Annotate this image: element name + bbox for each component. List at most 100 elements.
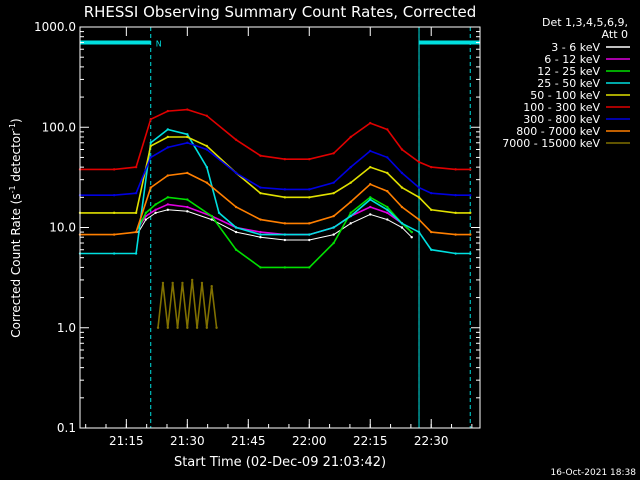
series-point-0-15 xyxy=(410,236,413,239)
legend-label-3: 25 - 50 keV xyxy=(537,77,600,90)
series-point-0-7 xyxy=(259,236,262,239)
series-point-6-1 xyxy=(112,193,116,197)
chart-title: RHESSI Observing Summary Count Rates, Co… xyxy=(84,3,477,21)
series-point-4-11 xyxy=(332,191,335,195)
series-point-4-10 xyxy=(308,196,311,199)
series-point-7-14 xyxy=(386,190,389,193)
series-point-2-6 xyxy=(234,248,238,251)
series-line-1 xyxy=(137,203,413,236)
series-point-5-17 xyxy=(430,165,433,169)
series-8 xyxy=(156,278,218,329)
series-point-7-15 xyxy=(400,205,404,209)
series-point-6-19 xyxy=(469,193,472,197)
series-point-7-8 xyxy=(259,218,262,221)
series-point-5-2 xyxy=(134,165,138,169)
series-point-2-8 xyxy=(283,266,287,269)
series-point-6-5 xyxy=(186,141,189,144)
series-point-3-18 xyxy=(430,248,433,251)
series-point-7-6 xyxy=(205,181,209,184)
legend-label-7: 800 - 7000 keV xyxy=(516,125,600,138)
timestamp: 16-Oct-2021 18:38 xyxy=(551,468,637,478)
series-point-1-2 xyxy=(154,208,157,212)
series-point-5-10 xyxy=(308,158,311,161)
series-point-4-3 xyxy=(149,144,152,148)
series-point-6-6 xyxy=(205,148,209,151)
legend-label-0: 3 - 6 keV xyxy=(551,41,600,54)
series-point-7-2 xyxy=(134,230,138,234)
series-point-8-5 xyxy=(181,281,184,285)
series-point-4-15 xyxy=(400,186,404,189)
series-point-0-6 xyxy=(234,230,238,234)
series-point-5-14 xyxy=(386,128,389,131)
series-point-3-17 xyxy=(417,230,421,234)
y-axis-label-mid: detector xyxy=(9,131,23,186)
series-point-0-8 xyxy=(283,238,287,242)
series-point-6-16 xyxy=(417,186,421,189)
series-point-6-18 xyxy=(454,193,457,197)
series-point-0-1 xyxy=(144,218,148,221)
series-point-8-7 xyxy=(190,278,194,282)
series-point-2-10 xyxy=(332,241,335,245)
series-point-4-14 xyxy=(386,171,389,175)
series-point-4-5 xyxy=(186,135,189,139)
series-point-2-12 xyxy=(369,196,372,199)
series-point-8-11 xyxy=(210,284,213,288)
series-point-5-8 xyxy=(259,154,262,157)
series-point-4-6 xyxy=(205,144,209,148)
series-point-1-7 xyxy=(259,230,262,234)
series-point-3-13 xyxy=(349,214,352,218)
series-point-5-7 xyxy=(234,138,238,141)
series-point-8-8 xyxy=(195,326,199,329)
series-point-0-10 xyxy=(332,233,335,236)
series-6 xyxy=(78,141,472,197)
series-point-3-6 xyxy=(205,165,209,169)
series-line-4 xyxy=(80,136,471,214)
x-axis-label: Start Time (02-Dec-09 21:03:42) xyxy=(174,455,386,470)
series-point-3-3 xyxy=(149,141,152,144)
series-point-5-5 xyxy=(186,108,189,111)
series-point-3-19 xyxy=(454,252,457,255)
series-point-8-12 xyxy=(215,326,218,329)
series-point-3-14 xyxy=(369,198,372,201)
series-point-6-3 xyxy=(149,156,152,159)
series-point-8-10 xyxy=(205,326,209,329)
series-point-4-17 xyxy=(430,208,433,212)
series-point-6-7 xyxy=(234,171,238,175)
series-point-2-13 xyxy=(386,205,389,209)
series-point-5-4 xyxy=(166,109,170,113)
series-point-5-6 xyxy=(205,114,209,118)
y-tick-label-3: 100.0 xyxy=(42,120,76,134)
series-point-5-15 xyxy=(400,148,404,151)
series-point-4-16 xyxy=(417,196,421,199)
series-point-5-16 xyxy=(417,160,421,164)
legend-label-5: 100 - 300 keV xyxy=(523,101,600,114)
series-point-2-4 xyxy=(186,198,189,201)
legend-label-1: 6 - 12 keV xyxy=(544,53,600,66)
axes: 0.1 1.0 10.0 100.0 1000.0 21:15 21:30 21:45 22:0… xyxy=(34,20,481,448)
series-point-5-19 xyxy=(469,168,472,171)
series-point-2-5 xyxy=(210,214,213,218)
series-point-3-8 xyxy=(234,226,238,229)
series-point-5-11 xyxy=(332,152,335,155)
series-3 xyxy=(78,128,472,255)
series-point-0-2 xyxy=(154,211,157,215)
y-axis-label-sup2: -1 xyxy=(8,123,17,131)
series-point-5-12 xyxy=(349,135,352,139)
y-axis-label-end: ) xyxy=(9,118,23,123)
series-point-7-16 xyxy=(417,218,421,221)
x-tick-label-5: 22:30 xyxy=(414,434,449,448)
series-point-7-1 xyxy=(112,233,116,236)
series-point-8-9 xyxy=(200,281,204,285)
series-point-6-4 xyxy=(166,146,170,149)
legend-header-line-1: Det 1,3,4,5,6,9, xyxy=(542,16,628,29)
series-point-7-18 xyxy=(454,233,457,236)
series-point-8-0 xyxy=(156,326,160,329)
series-point-4-19 xyxy=(469,211,472,215)
series-line-3 xyxy=(80,128,471,255)
series-point-7-12 xyxy=(349,200,352,204)
series-point-6-10 xyxy=(308,188,311,191)
series-point-3-11 xyxy=(308,233,311,236)
series-point-7-17 xyxy=(430,230,433,234)
legend-header: Det 1,3,4,5,6,9, Att 0 xyxy=(542,16,628,41)
series-point-2-1 xyxy=(144,211,148,215)
